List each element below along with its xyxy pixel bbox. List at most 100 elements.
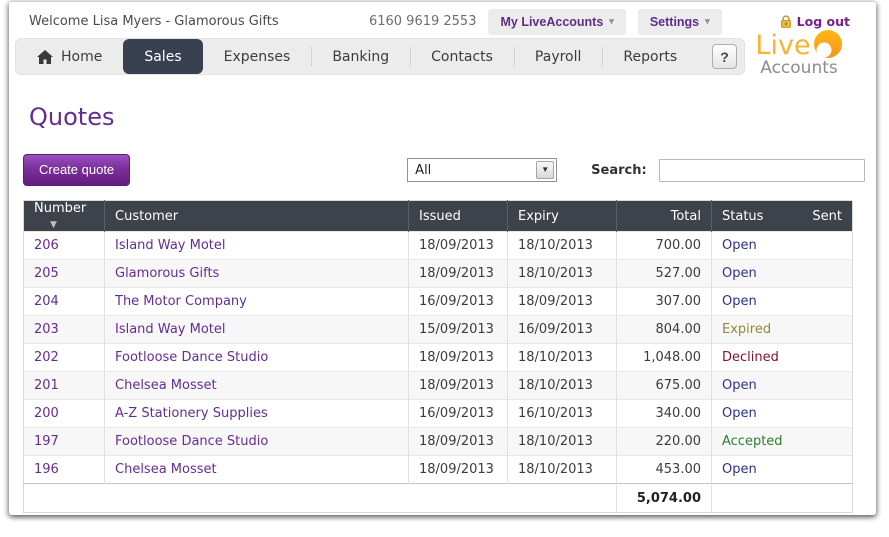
cell-total: 700.00 — [616, 231, 712, 260]
column-header-total[interactable]: Total — [616, 200, 712, 232]
logout-label: Log out — [796, 14, 850, 29]
main-nav: Home Sales Expenses Banking Contacts Pay… — [15, 38, 745, 75]
nav-item-reports[interactable]: Reports — [602, 39, 698, 74]
cell-number: 196 — [23, 455, 105, 484]
cell-status: Accepted — [711, 427, 790, 456]
column-header-sent[interactable]: Sent — [789, 200, 853, 232]
quote-number-link[interactable]: 205 — [34, 266, 59, 281]
quote-number-link[interactable]: 202 — [34, 350, 59, 365]
toolbar: Create quote All ▼ Search: — [9, 154, 876, 186]
cell-sent — [789, 343, 853, 372]
cell-status: Open — [711, 455, 790, 484]
cell-total: 804.00 — [616, 315, 712, 344]
quote-number-link[interactable]: 206 — [34, 238, 59, 253]
quote-row: 203 Island Way Motel 15/09/2013 16/09/2013 8… — [23, 315, 853, 344]
quote-number-link[interactable]: 203 — [34, 322, 59, 337]
customer-link[interactable]: The Motor Company — [115, 294, 247, 309]
help-button[interactable]: ? — [712, 44, 737, 69]
cell-customer: Footloose Dance Studio — [104, 343, 409, 372]
nav-item-banking[interactable]: Banking — [311, 39, 410, 74]
quote-row: 204 The Motor Company 16/09/2013 18/09/2013… — [23, 287, 853, 316]
quote-number-link[interactable]: 197 — [34, 434, 59, 449]
create-quote-button[interactable]: Create quote — [23, 154, 131, 186]
cell-customer: Chelsea Mosset — [104, 371, 409, 400]
cell-number: 204 — [23, 287, 105, 316]
nav-item-label: Contacts — [431, 48, 493, 65]
quote-number-link[interactable]: 196 — [34, 462, 59, 477]
cell-issued: 18/09/2013 — [408, 231, 508, 260]
cell-expiry: 18/09/2013 — [507, 287, 617, 316]
quote-row: 196 Chelsea Mosset 18/09/2013 18/10/2013 453… — [23, 455, 853, 484]
nav-item-contacts[interactable]: Contacts — [410, 39, 514, 74]
cell-total: 307.00 — [616, 287, 712, 316]
cell-sent — [789, 427, 853, 456]
my-liveaccounts-menu[interactable]: My LiveAccounts ▾ — [488, 8, 626, 35]
cell-sent — [789, 231, 853, 260]
nav-item-label: Sales — [144, 48, 182, 65]
column-header-status[interactable]: Status — [711, 200, 790, 232]
cell-status: Declined — [711, 343, 790, 372]
customer-link[interactable]: Island Way Motel — [115, 322, 226, 337]
cell-expiry: 18/10/2013 — [507, 259, 617, 288]
table-header-row: Number▼ Customer Issued Expiry Total Sta… — [23, 200, 853, 232]
nav-item-expenses[interactable]: Expenses — [203, 39, 312, 74]
cell-number: 201 — [23, 371, 105, 400]
chevron-down-icon: ▾ — [609, 16, 614, 26]
cell-issued: 18/09/2013 — [408, 259, 508, 288]
cell-customer: Island Way Motel — [104, 315, 409, 344]
quotes-table: Number▼ Customer Issued Expiry Total Sta… — [23, 200, 853, 513]
nav-item-home[interactable]: Home — [16, 39, 123, 74]
logout-link[interactable]: Log out — [780, 14, 850, 29]
cell-issued: 18/09/2013 — [408, 455, 508, 484]
cell-issued: 16/09/2013 — [408, 399, 508, 428]
nav-row: Home Sales Expenses Banking Contacts Pay… — [9, 36, 876, 75]
customer-link[interactable]: Island Way Motel — [115, 238, 226, 253]
column-header-expiry[interactable]: Expiry — [507, 200, 617, 232]
cell-number: 197 — [23, 427, 105, 456]
cell-total: 340.00 — [616, 399, 712, 428]
nav-item-sales[interactable]: Sales — [123, 39, 203, 74]
cell-sent — [789, 399, 853, 428]
quote-number-link[interactable]: 201 — [34, 378, 59, 393]
column-header-customer[interactable]: Customer — [104, 200, 409, 232]
quote-number-link[interactable]: 204 — [34, 294, 59, 309]
search-input[interactable] — [658, 158, 865, 182]
customer-link[interactable]: Footloose Dance Studio — [115, 434, 269, 449]
cell-status: Open — [711, 287, 790, 316]
nav-item-payroll[interactable]: Payroll — [513, 39, 602, 74]
grand-total: 5,074.00 — [616, 483, 712, 513]
footer-spacer — [23, 483, 617, 513]
welcome-text: Welcome Lisa Myers - Glamorous Gifts — [29, 14, 279, 29]
cell-sent — [789, 315, 853, 344]
status-filter-select[interactable]: All ▼ — [407, 158, 558, 182]
settings-menu[interactable]: Settings ▾ — [637, 8, 722, 35]
customer-link[interactable]: Chelsea Mosset — [115, 378, 217, 393]
chevron-down-icon: ▾ — [705, 16, 710, 26]
cell-total: 220.00 — [616, 427, 712, 456]
cell-total: 675.00 — [616, 371, 712, 400]
customer-link[interactable]: Footloose Dance Studio — [115, 350, 269, 365]
home-icon — [37, 49, 53, 64]
my-liveaccounts-label: My LiveAccounts — [500, 14, 604, 29]
customer-link[interactable]: Glamorous Gifts — [115, 266, 220, 281]
cell-number: 205 — [23, 259, 105, 288]
cell-expiry: 18/10/2013 — [507, 455, 617, 484]
quote-row: 202 Footloose Dance Studio 18/09/2013 18/10… — [23, 343, 853, 372]
cell-customer: Chelsea Mosset — [104, 455, 409, 484]
customer-link[interactable]: A-Z Stationery Supplies — [115, 406, 268, 421]
column-header-issued[interactable]: Issued — [408, 200, 508, 232]
cell-expiry: 18/10/2013 — [507, 371, 617, 400]
cell-customer: The Motor Company — [104, 287, 409, 316]
quote-number-link[interactable]: 200 — [34, 406, 59, 421]
table-footer-row: 5,074.00 — [23, 483, 853, 513]
nav-item-label: Reports — [623, 48, 678, 65]
cell-issued: 18/09/2013 — [408, 371, 508, 400]
nav-item-label: Home — [61, 48, 103, 65]
cell-number: 206 — [23, 231, 105, 260]
customer-link[interactable]: Chelsea Mosset — [115, 462, 217, 477]
cell-expiry: 16/10/2013 — [507, 399, 617, 428]
select-dropdown-arrow-icon[interactable]: ▼ — [536, 161, 555, 179]
logo-live-text: Live — [755, 30, 811, 61]
app-window: Welcome Lisa Myers - Glamorous Gifts 616… — [9, 1, 876, 515]
column-header-number[interactable]: Number▼ — [23, 200, 105, 232]
